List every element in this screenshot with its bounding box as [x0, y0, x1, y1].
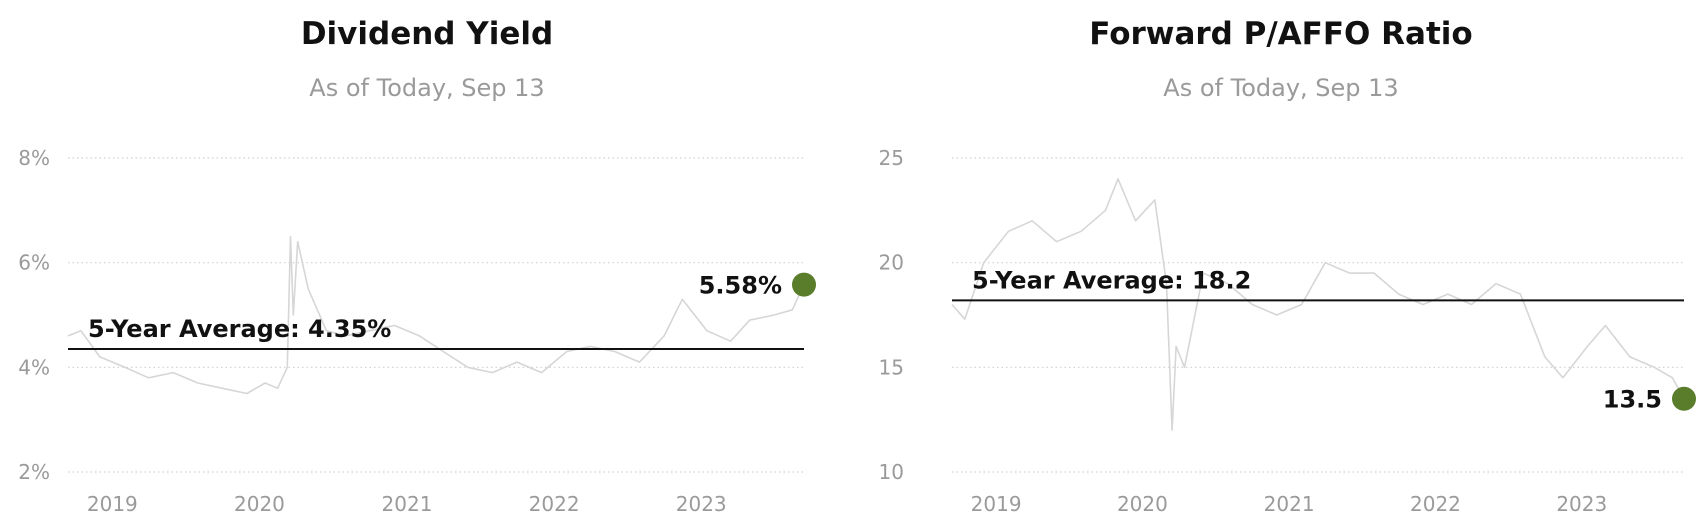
dividend-yield-panel: Dividend Yield As of Today, Sep 13 2% 4% 6…: [18, 16, 816, 516]
y-tick-label: 10: [879, 460, 904, 484]
x-tick-label: 2023: [676, 492, 727, 516]
y-tick-label: 8%: [18, 146, 50, 170]
y-tick-label: 4%: [18, 355, 50, 379]
y-tick-label: 20: [879, 251, 904, 275]
x-tick-label: 2020: [234, 492, 285, 516]
x-tick-label: 2021: [382, 492, 433, 516]
x-tick-label: 2019: [971, 492, 1022, 516]
x-tick-label: 2022: [529, 492, 580, 516]
average-label: 5-Year Average: 4.35%: [88, 315, 391, 343]
y-tick-label: 2%: [18, 460, 50, 484]
current-value-label: 5.58%: [699, 272, 782, 300]
forward-p-affo-chart: 10 15 20 25 2019 2020 2021 2022 2023 5-Year Avera…: [879, 146, 1696, 516]
chart-title: Dividend Yield: [300, 16, 554, 52]
series-line: [951, 178, 1685, 431]
current-value-label: 13.5: [1603, 386, 1662, 414]
x-tick-label: 2021: [1264, 492, 1315, 516]
dividend-yield-chart: 2% 4% 6% 8% 2019 2020 2021 2022 2023 5-Year Avera…: [18, 146, 816, 516]
x-tick-label: 2019: [87, 492, 138, 516]
x-tick-label: 2023: [1556, 492, 1607, 516]
forward-p-affo-panel: Forward P/AFFO Ratio As of Today, Sep 13…: [854, 0, 1708, 526]
current-value-dot: [1672, 386, 1696, 411]
chart-subtitle: As of Today, Sep 13: [309, 74, 545, 102]
chart-subtitle: As of Today, Sep 13: [1163, 74, 1399, 102]
y-tick-label: 15: [879, 355, 904, 379]
y-tick-label: 6%: [18, 251, 50, 275]
series-line: [67, 235, 805, 395]
average-label: 5-Year Average: 18.2: [972, 266, 1251, 294]
x-tick-label: 2022: [1410, 492, 1461, 516]
y-tick-label: 25: [879, 146, 904, 170]
current-value-dot: [792, 272, 816, 297]
chart-title: Forward P/AFFO Ratio: [1089, 16, 1473, 52]
x-tick-label: 2020: [1117, 492, 1168, 516]
